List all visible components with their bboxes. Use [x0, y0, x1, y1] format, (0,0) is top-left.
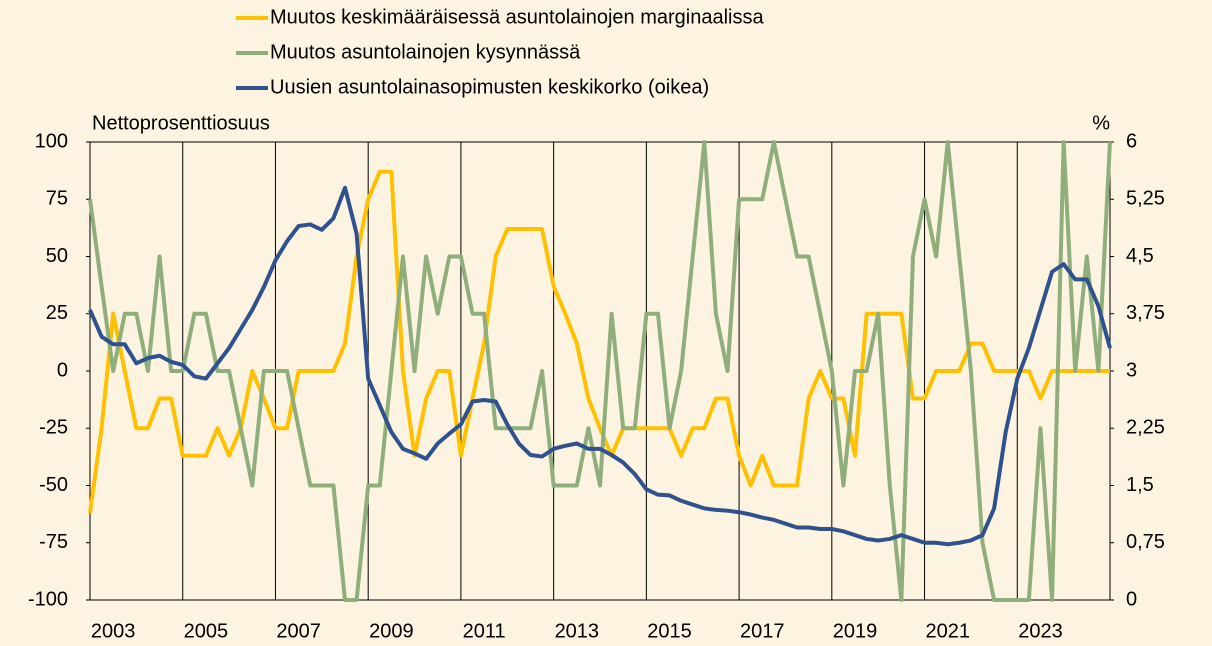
x-tick-label: 2009 — [369, 620, 414, 642]
y-tick-label: 75 — [46, 188, 68, 210]
x-tick-label: 2019 — [833, 620, 878, 642]
x-tick-label: 2015 — [647, 620, 692, 642]
y-axis-label: Nettoprosenttiosuus — [92, 112, 270, 134]
x-tick-label: 2011 — [463, 620, 506, 642]
y2-tick-label: 2,25 — [1126, 417, 1165, 439]
y-tick-label: 100 — [35, 130, 68, 152]
y-tick-label: 0 — [57, 359, 68, 381]
x-tick-label: 2013 — [555, 620, 600, 642]
y-tick-label: -50 — [39, 474, 68, 496]
y2-tick-label: 1,5 — [1126, 474, 1154, 496]
legend-label: Muutos keskimääräisessä asuntolainojen m… — [270, 6, 764, 28]
y2-tick-label: 5,25 — [1126, 188, 1165, 210]
series-line — [88, 140, 1112, 602]
y2-tick-label: 3 — [1126, 359, 1137, 381]
series-line — [88, 185, 1112, 547]
x-tick-label: 2003 — [91, 620, 136, 642]
y-tick-label: -25 — [39, 417, 68, 439]
legend-label: Muutos asuntolainojen kysynnässä — [270, 41, 581, 63]
y-tick-label: 50 — [46, 245, 68, 267]
y-tick-label: -100 — [28, 588, 68, 610]
x-tick-label: 2023 — [1018, 620, 1063, 642]
y2-axis-label: % — [1092, 112, 1110, 134]
x-tick-label: 2017 — [740, 620, 785, 642]
y2-tick-label: 0,75 — [1126, 531, 1165, 553]
y2-tick-label: 0 — [1126, 588, 1137, 610]
x-tick-label: 2007 — [276, 620, 321, 642]
y-tick-label: 25 — [46, 302, 68, 324]
x-tick-label: 2021 — [925, 620, 970, 642]
y2-tick-label: 3,75 — [1126, 302, 1165, 324]
legend-label: Uusien asuntolainasopimusten keskikorko … — [270, 76, 709, 98]
x-tick-label: 2005 — [184, 620, 229, 642]
y2-tick-label: 4,5 — [1126, 245, 1154, 267]
y-tick-label: -75 — [39, 531, 68, 553]
y2-tick-label: 6 — [1126, 130, 1137, 152]
